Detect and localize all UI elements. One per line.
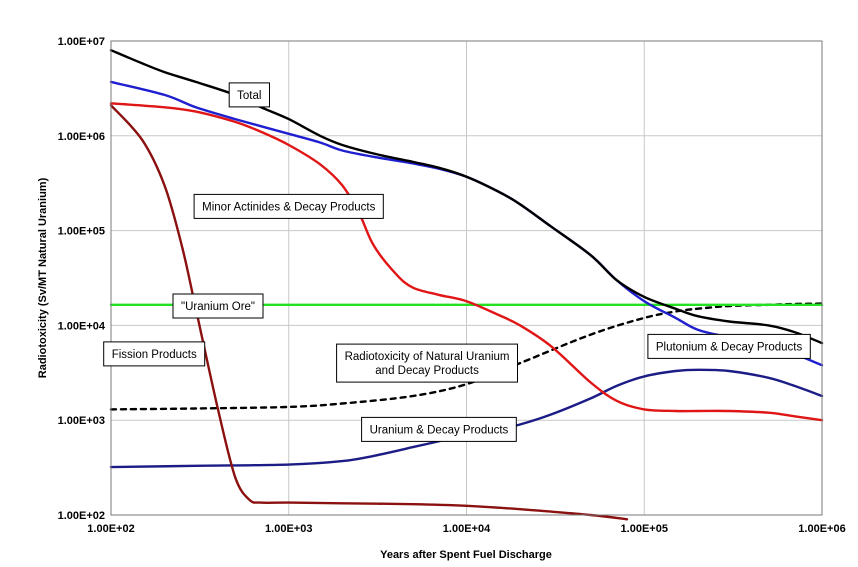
y-tick-label: 1.00E+06: [58, 131, 105, 143]
x-axis-title: Years after Spent Fuel Discharge: [380, 549, 552, 561]
series-line-plutonium: [109, 102, 824, 422]
series-line-fission-products: [109, 104, 629, 521]
y-tick-label: 1.00E+07: [58, 36, 105, 48]
y-axis-title: Radiotoxicity (Sv/MT Natural Uranium): [37, 177, 49, 378]
annotation-uranium: Uranium & Decay Products: [361, 416, 517, 442]
annotation-text: "Uranium Ore": [181, 301, 255, 313]
plot-frame: [110, 40, 823, 516]
y-tick-label: 1.00E+02: [58, 510, 105, 522]
annotation-minor-actinides: Minor Actinides & Decay Products: [193, 193, 384, 219]
annotation-box: [172, 293, 264, 319]
annotation-box: [228, 82, 270, 108]
annotation-uranium-ore: "Uranium Ore": [172, 293, 264, 319]
y-tick-label: 1.00E+04: [58, 320, 106, 332]
annotation-box: [336, 343, 518, 383]
annotation-plutonium: Plutonium & Decay Products: [647, 333, 811, 359]
annotations: Total Minor Actinides & Decay Products "Ur…: [103, 82, 811, 442]
annotation-text: Radiotoxicity of Natural Uranium: [345, 351, 510, 363]
annotation-natural-uranium: Radiotoxicity of Natural Uranium and Deca…: [336, 343, 518, 383]
x-tick-label: 1.00E+05: [621, 523, 668, 535]
series-line-uranium: [109, 368, 824, 469]
annotation-text: Uranium & Decay Products: [370, 424, 509, 436]
annotation-text: Plutonium & Decay Products: [656, 341, 803, 353]
annotation-fission-products: Fission Products: [103, 341, 206, 367]
annotation-text: Total: [237, 90, 261, 102]
annotation-box: [647, 333, 811, 359]
x-tick-label: 1.00E+03: [265, 523, 312, 535]
annotation-box: [193, 193, 384, 219]
x-tick-label: 1.00E+04: [443, 523, 491, 535]
y-tick-label: 1.00E+05: [58, 226, 105, 238]
annotation-text: and Decay Products: [375, 365, 479, 377]
y-tick-label: 1.00E+03: [58, 415, 105, 427]
annotation-total: Total: [228, 82, 270, 108]
annotation-box: [103, 341, 206, 367]
annotation-text: Fission Products: [112, 349, 197, 361]
x-tick-label: 1.00E+06: [798, 523, 845, 535]
annotation-text: Minor Actinides & Decay Products: [202, 201, 375, 213]
tick-labels: 1.00E+02 1.00E+03 1.00E+04 1.00E+05 1.00E+06…: [58, 36, 846, 535]
series-line-natural-uranium: [109, 302, 824, 411]
x-tick-label: 1.00E+02: [87, 523, 134, 535]
annotation-box: [361, 416, 517, 442]
